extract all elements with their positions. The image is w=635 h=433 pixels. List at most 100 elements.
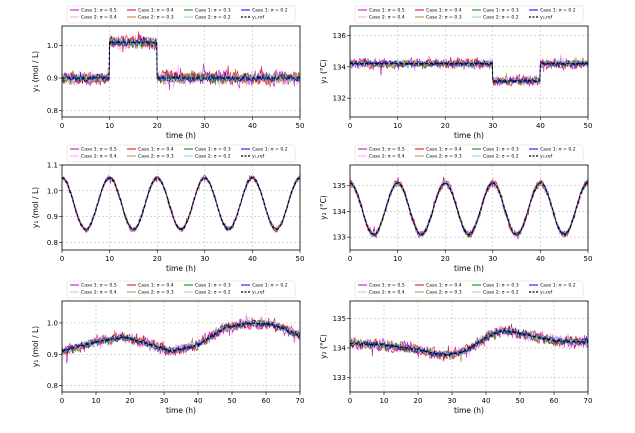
legend-item: Case 1: σ = 0.5: [70, 147, 117, 153]
legend-label: Case 2: σ = 0.4: [369, 15, 405, 21]
legend-item: Case 1: σ = 0.5: [358, 283, 405, 289]
x-tick-label: 0: [60, 255, 64, 263]
legend-item: Case 1: σ = 0.2: [529, 283, 576, 289]
x-tick-label: 50: [296, 255, 305, 263]
y-tick-label: 1.0: [47, 319, 58, 327]
axes-frame: [349, 164, 589, 251]
legend-label: Case 2: σ = 0.2: [483, 290, 519, 296]
x-tick-label: 0: [348, 255, 352, 263]
y-tick-label: 135: [333, 315, 346, 323]
legend-label: Case 2: σ = 0.2: [483, 154, 519, 160]
series-group: [62, 31, 300, 91]
legend-item: Case 2: σ = 0.2: [472, 154, 519, 160]
x-tick-label: 10: [105, 122, 114, 130]
legend-label: Case 1: σ = 0.3: [483, 283, 519, 289]
y-tick-label: 134: [333, 344, 347, 352]
legend-label: Case 1: σ = 0.4: [138, 283, 174, 289]
x-tick-label: 20: [441, 255, 450, 263]
x-tick-label: 0: [348, 122, 352, 130]
series-line: [350, 54, 588, 87]
chart-panel-3: 0 10 20 30 40 50 0.8 0.9 1.0 1.1 time (h) y₁ (mol /…: [31, 144, 305, 273]
x-tick-label: 30: [200, 255, 209, 263]
x-tick-label: 30: [200, 122, 209, 130]
legend-label: Case 2: σ = 0.3: [138, 290, 174, 296]
x-tick-label: 50: [296, 122, 305, 130]
legend-label: Case 1: σ = 0.3: [195, 283, 231, 289]
legend-item: Case 2: σ = 0.2: [472, 290, 519, 296]
legend-label: Case 1: σ = 0.2: [252, 8, 288, 14]
legend-item: y₂,ref: [529, 290, 553, 296]
legend-label: Case 1: σ = 0.2: [540, 8, 576, 14]
legend-item: Case 1: σ = 0.2: [241, 8, 288, 14]
reference-line: [350, 329, 588, 356]
x-tick-label: 40: [536, 255, 545, 263]
x-tick-label: 10: [92, 397, 101, 405]
reference-line: [350, 63, 588, 82]
legend-label: Case 2: σ = 0.2: [483, 15, 519, 21]
legend-item: Case 2: σ = 0.4: [358, 15, 405, 21]
legend-item: Case 2: σ = 0.4: [70, 290, 117, 296]
legend-label: Case 1: σ = 0.4: [426, 147, 462, 153]
x-tick-label: 0: [348, 397, 352, 405]
legend-label: y₁,ref: [252, 154, 265, 160]
legend-label: Case 1: σ = 0.4: [138, 147, 174, 153]
legend-item: Case 1: σ = 0.3: [472, 147, 519, 153]
legend-label: Case 1: σ = 0.2: [252, 147, 288, 153]
reference-line: [62, 177, 300, 230]
series-line: [62, 36, 300, 83]
reference-line: [62, 322, 300, 352]
x-tick-label: 50: [228, 397, 237, 405]
legend-label: Case 2: σ = 0.3: [426, 154, 462, 160]
series-line: [62, 317, 300, 357]
y-tick-label: 0.8: [47, 239, 58, 247]
legend-item: Case 2: σ = 0.4: [70, 15, 117, 21]
legend-item: Case 1: σ = 0.4: [415, 283, 462, 289]
y-tick-label: 136: [333, 32, 347, 40]
y-axis-label: y₁ (mol / L): [31, 187, 40, 228]
legend-label: Case 2: σ = 0.2: [195, 154, 231, 160]
legend-item: y₁,ref: [241, 290, 265, 296]
legend-label: Case 1: σ = 0.3: [483, 147, 519, 153]
axes-frame: [61, 25, 301, 118]
series-group: [62, 313, 300, 364]
x-axis-label: time (h): [454, 264, 484, 273]
legend-box: [66, 144, 296, 163]
x-tick-label: 0: [60, 122, 64, 130]
x-tick-label: 10: [393, 255, 402, 263]
y-tick-label: 1.1: [47, 162, 58, 170]
legend-item: Case 2: σ = 0.3: [127, 15, 174, 21]
y-tick-label: 0.9: [47, 213, 58, 221]
chart-panel-5: 0 10 20 30 40 50 60 70 0.8 0.9 1.0 time (h) y₁ (mol …: [31, 280, 304, 415]
y-axis-label: y₂ (°C): [319, 334, 328, 359]
legend-label: Case 1: σ = 0.5: [369, 8, 405, 14]
axes-frame: [61, 164, 301, 251]
x-axis-label: time (h): [166, 264, 196, 273]
x-axis-label: time (h): [454, 406, 484, 415]
legend-label: Case 2: σ = 0.4: [369, 154, 405, 160]
legend-item: Case 1: σ = 0.3: [472, 283, 519, 289]
legend-label: Case 1: σ = 0.3: [195, 8, 231, 14]
x-tick-label: 10: [380, 397, 389, 405]
x-tick-label: 40: [194, 397, 203, 405]
x-tick-label: 50: [584, 122, 593, 130]
legend-label: Case 1: σ = 0.5: [81, 147, 117, 153]
legend-item: Case 2: σ = 0.3: [415, 15, 462, 21]
legend-item: y₁,ref: [241, 154, 265, 160]
x-tick-label: 0: [60, 397, 64, 405]
legend-item: y₂,ref: [529, 154, 553, 160]
legend-item: y₂,ref: [529, 15, 553, 21]
legend-item: Case 1: σ = 0.2: [529, 147, 576, 153]
legend-item: Case 1: σ = 0.5: [358, 147, 405, 153]
legend-label: Case 2: σ = 0.2: [195, 15, 231, 21]
y-axis-label: y₁ (mol / L): [31, 326, 40, 367]
series-line: [350, 55, 588, 87]
y-tick-label: 0.9: [47, 351, 58, 359]
legend-item: Case 2: σ = 0.2: [184, 154, 231, 160]
legend-box: [354, 5, 584, 24]
legend-label: Case 1: σ = 0.5: [369, 283, 405, 289]
